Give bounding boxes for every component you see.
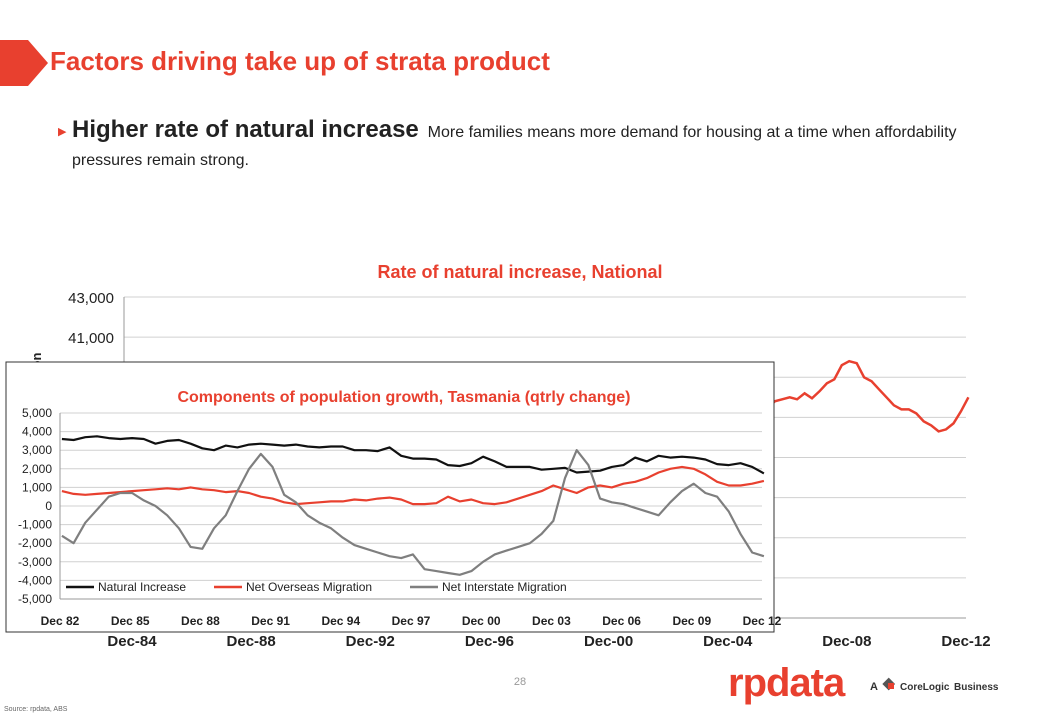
page-title: Factors driving take up of strata produc…	[50, 46, 550, 76]
inset-x-tick-label: Dec 09	[672, 614, 711, 628]
inset-x-tick-label: Dec 00	[462, 614, 501, 628]
inset-x-tick-label: Dec 88	[181, 614, 220, 628]
inset-x-tick-label: Dec 91	[251, 614, 290, 628]
inset-y-tick-label: -5,000	[18, 592, 52, 606]
national-y-tick-label: 41,000	[68, 330, 114, 347]
inset-y-tick-label: 3,000	[22, 443, 52, 457]
national-x-tick-label: Dec-92	[346, 633, 395, 650]
logo-company: CoreLogic	[900, 682, 950, 693]
inset-x-tick-label: Dec 06	[602, 614, 641, 628]
title-tab-icon	[0, 40, 48, 86]
national-chart-title: Rate of natural increase, National	[377, 262, 663, 282]
logo-text: rpdata	[728, 662, 846, 705]
inset-y-tick-label: 5,000	[22, 406, 52, 420]
national-x-tick-label: Dec-08	[822, 633, 871, 650]
inset-series-line	[61, 449, 765, 576]
inset-x-tick-label: Dec 03	[532, 614, 571, 628]
inset-legend-label: Natural Increase	[98, 580, 186, 594]
national-x-tick-label: Dec-88	[227, 633, 276, 650]
inset-y-tick-label: 2,000	[22, 462, 52, 476]
inset-y-tick-label: -3,000	[18, 555, 52, 569]
inset-x-tick-label: Dec 85	[111, 614, 150, 628]
national-y-tick-label: 43,000	[68, 290, 114, 307]
inset-y-tick-label: -1,000	[18, 518, 52, 532]
inset-y-tick-label: -4,000	[18, 573, 52, 587]
inset-series-line	[61, 465, 765, 506]
bullet-arrow-icon: ▶	[58, 126, 67, 138]
source-note: Source: rpdata, ABS	[4, 706, 68, 713]
inset-y-tick-label: 1,000	[22, 480, 52, 494]
national-x-tick-label: Dec-04	[703, 633, 753, 650]
inset-y-tick-label: 4,000	[22, 425, 52, 439]
corelogic-icon	[882, 677, 896, 691]
inset-y-tick-label: 0	[45, 499, 52, 513]
inset-x-tick-label: Dec 82	[41, 614, 80, 628]
inset-chart-title: Components of population growth, Tasmani…	[177, 389, 630, 406]
bullet-text: More families means more demand for hous…	[72, 124, 957, 169]
rpdata-logo: rpdata A CoreLogic Business	[728, 662, 999, 705]
national-x-tick-label: Dec-12	[941, 633, 990, 650]
inset-legend: Natural Increase Net Overseas Migration Ne…	[66, 580, 567, 594]
logo-suffix: Business	[954, 682, 999, 693]
inset-x-tick-label: Dec 12	[743, 614, 782, 628]
page-number: 28	[513, 676, 527, 688]
inset-x-tick-label: Dec 94	[321, 614, 360, 628]
inset-legend-label: Net Interstate Migration	[442, 580, 567, 594]
bullet-point: Higher rate of natural increase More fam…	[72, 116, 1022, 175]
inset-series-line	[61, 435, 765, 475]
inset-x-tick-label: Dec 97	[392, 614, 431, 628]
logo-prefix: A	[870, 681, 878, 693]
national-x-tick-label: Dec-96	[465, 633, 514, 650]
bullet-heading: Higher rate of natural increase	[72, 116, 419, 143]
inset-legend-label: Net Overseas Migration	[246, 580, 372, 594]
national-x-tick-label: Dec-84	[107, 633, 157, 650]
inset-y-tick-label: -2,000	[18, 536, 52, 550]
national-x-tick-label: Dec-00	[584, 633, 633, 650]
